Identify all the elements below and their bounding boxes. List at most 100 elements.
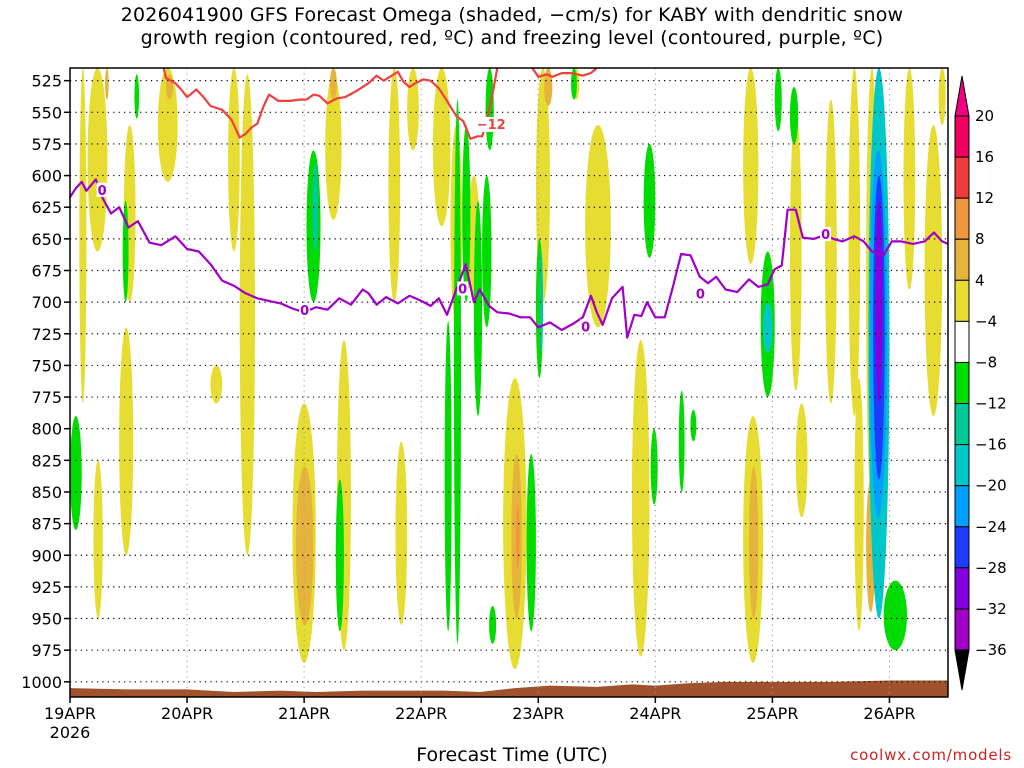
omega-region-6 (228, 68, 240, 252)
freezing-label-bg-2 (457, 281, 469, 296)
omega-region-26 (585, 124, 611, 328)
y-tick-label-850: 850 (31, 483, 62, 502)
omega-region-58 (571, 68, 577, 100)
omega-region-67 (789, 86, 799, 144)
x-axis-year-label: 2026 (50, 723, 91, 742)
x-tick-label-20APR: 20APR (161, 704, 213, 723)
colorbar: 20 16 12 8 4 −4 −8 −12 −16 −20 −24 −28 −32 −36 (954, 75, 1007, 691)
colorbar-label-9: −20 (975, 477, 1007, 495)
omega-region-11 (329, 68, 337, 100)
omega-region-39 (938, 68, 946, 125)
omega-region-7 (239, 74, 255, 556)
omega-region-54 (489, 605, 497, 644)
colorbar-label-13: −36 (975, 641, 1007, 659)
omega-region-31 (795, 403, 808, 518)
omega-region-3 (119, 327, 134, 556)
colorbar-segment-6 (954, 361, 970, 405)
y-tick-label-725: 725 (31, 325, 62, 344)
y-tick-label-625: 625 (31, 198, 62, 217)
omega-region-30 (789, 112, 802, 391)
colorbar-label-1: 16 (975, 148, 994, 166)
colorbar-segment-2 (954, 197, 970, 240)
colorbar-label-8: −16 (975, 436, 1007, 454)
omega-region-15 (407, 68, 419, 151)
x-tick-label-24APR: 24APR (629, 704, 681, 723)
colorbar-overflow-low (954, 649, 970, 691)
omega-region-60 (643, 143, 656, 258)
omega-region-42 (93, 460, 103, 619)
omega-region-51 (462, 124, 471, 303)
omega-region-37 (903, 68, 916, 290)
y-axis-ticks: 525 550 575 600 625 650 675 700 725 750 775 800 825 8… (21, 72, 70, 692)
colorbar-segment-1 (954, 156, 970, 199)
omega-region-48 (335, 479, 344, 632)
omega-region-21 (516, 504, 520, 568)
freezing-label-1: 0 (300, 304, 309, 319)
omega-region-13 (395, 441, 408, 625)
omega-region-63 (690, 409, 697, 442)
freezing-label-0: 0 (98, 184, 107, 199)
omega-region-33 (848, 68, 861, 417)
omega-region-47 (312, 162, 319, 252)
freezing-label-bg-5 (820, 227, 832, 242)
omega-region-0 (87, 68, 108, 252)
omega-region-61 (678, 390, 685, 492)
omega-region-38 (924, 124, 943, 417)
omega-region-1 (105, 68, 109, 100)
y-tick-label-700: 700 (31, 293, 62, 312)
y-tick-label-800: 800 (31, 420, 62, 439)
omega-region-34 (854, 378, 864, 632)
x-axis-title: Forecast Time (UTC) (416, 744, 608, 766)
colorbar-label-6: −8 (975, 353, 997, 371)
y-tick-label-875: 875 (31, 515, 62, 534)
freezing-label-bg-0 (96, 182, 108, 197)
y-tick-label-675: 675 (31, 261, 62, 280)
x-tick-label-21APR: 21APR (278, 704, 330, 723)
y-tick-label-525: 525 (31, 72, 62, 91)
y-tick-label-650: 650 (31, 230, 62, 249)
x-axis-ticks: 19APR 20APR 21APR 22APR 23APR 24APR 25APR 26APR (44, 697, 916, 723)
freezing-label-4: 0 (696, 288, 705, 303)
colorbar-label-2: 12 (975, 189, 994, 207)
colorbar-label-5: −4 (975, 312, 997, 330)
terrain-layer (70, 680, 948, 697)
colorbar-segment-0 (954, 115, 970, 158)
omega-region-14 (388, 67, 401, 303)
colorbar-segment-8 (954, 444, 970, 487)
dgz-label-0: −12 (477, 118, 506, 133)
x-tick-label-25APR: 25APR (746, 704, 798, 723)
omega-region-10 (325, 74, 342, 220)
freezing-level-contour: 0 0 0 0 0 0 (69, 178, 949, 339)
y-tick-label-975: 975 (31, 641, 62, 660)
x-tick-label-22APR: 22APR (395, 704, 447, 723)
y-tick-label-950: 950 (31, 610, 62, 629)
omega-region-23 (544, 68, 553, 106)
dgz-contour-0 (162, 67, 499, 140)
y-tick-label-600: 600 (31, 167, 62, 186)
omega-region-71 (875, 200, 883, 404)
omega-region-65 (763, 302, 773, 353)
chart-title-line-1: 2026041900 GFS Forecast Omega (shaded, −… (120, 4, 904, 26)
y-tick-label-925: 925 (31, 578, 62, 597)
colorbar-segment-3 (954, 238, 970, 281)
omega-region-43 (210, 365, 223, 404)
x-tick-label-19APR: 19APR (44, 704, 96, 723)
y-tick-label-775: 775 (31, 388, 62, 407)
omega-shading-layer (70, 67, 946, 670)
dgz-contour-1 (531, 67, 598, 78)
freezing-label-bg-4 (694, 286, 706, 301)
omega-region-52 (473, 200, 483, 417)
colorbar-label-11: −28 (975, 559, 1007, 577)
y-tick-label-825: 825 (31, 451, 62, 470)
omega-region-72 (883, 580, 908, 651)
colorbar-segment-5 (954, 320, 970, 363)
colorbar-label-7: −12 (975, 395, 1007, 413)
freezing-label-bg-3 (580, 319, 592, 334)
omega-region-16 (432, 68, 451, 227)
chart-title-line-2: growth region (contoured, red, ºC) and f… (140, 27, 884, 49)
omega-region-53 (482, 175, 492, 328)
omega-region-66 (774, 68, 782, 132)
credit-link[interactable]: coolwx.com/models (850, 746, 1012, 764)
x-tick-label-23APR: 23APR (512, 704, 564, 723)
